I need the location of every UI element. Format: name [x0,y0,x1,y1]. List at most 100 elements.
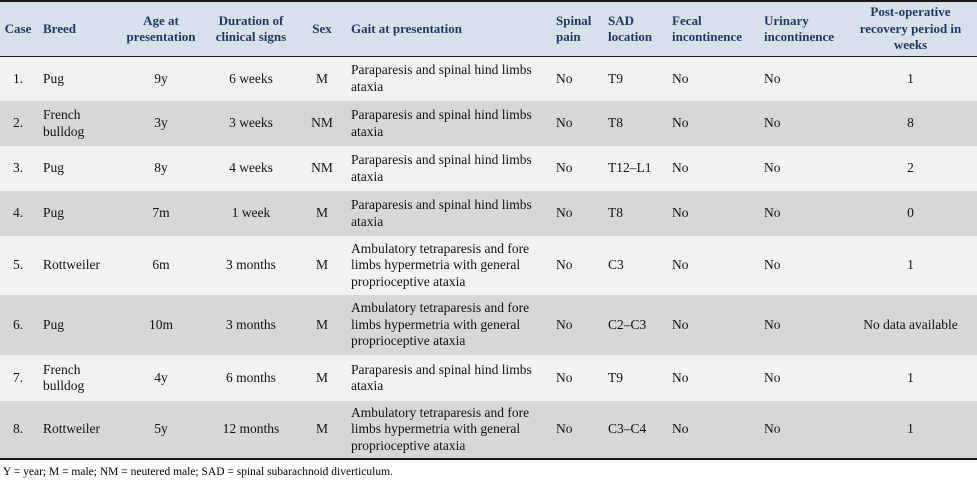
cell-case: 8. [12,421,24,437]
cell-sad: T8 [608,205,623,221]
column-header-urinary: Urinary incontinence [764,12,835,44]
cell-age: 5y [154,421,168,437]
cell-sex: M [315,70,328,86]
column-header-fecal: Fecal incontinence [672,12,743,44]
cell-fecal: No [672,316,689,332]
cell-spinal: No [556,369,573,385]
column-header-duration: Duration of clinical signs [215,12,287,44]
cell-breed: Pug [43,205,65,221]
cell-recovery: 1 [907,257,914,273]
header-row: Case Breed Age at presentation Duration … [0,1,977,56]
cell-duration: 6 months [226,369,276,385]
cell-urinary: No [764,115,781,131]
table-row: 2. French bulldog 3y 3 weeks NM Parapare… [0,101,977,146]
cell-sad: T12–L1 [608,160,652,176]
cell-age: 4y [154,369,168,385]
table-row: 7. French bulldog 4y 6 months M Parapare… [0,355,977,401]
table-row: 5. Rottweiler 6m 3 months M Ambulatory t… [0,236,977,295]
cell-fecal: No [672,70,689,86]
cell-case: 6. [12,316,24,332]
cell-recovery: 1 [907,421,914,437]
cell-duration: 3 months [226,257,276,273]
cell-sex: NM [311,160,333,176]
cell-spinal: No [556,257,573,273]
cell-breed: French bulldog [43,361,85,393]
cell-gait: Paraparesis and spinal hind limbs ataxia [351,197,532,229]
cell-gait: Ambulatory tetraparesis and fore limbs h… [351,240,530,289]
cell-breed: Pug [43,316,65,332]
cell-case: 7. [12,369,24,385]
footnote: Y = year; M = male; NM = neutered male; … [3,466,393,478]
cell-fecal: No [672,115,689,131]
table-row: 6. Pug 10m 3 months M Ambulatory tetrapa… [0,295,977,355]
column-header-case: Case [4,20,32,36]
cell-sex: M [315,316,328,332]
cell-case: 2. [12,115,24,131]
cell-recovery: 1 [907,369,914,385]
column-header-age: Age at presentation [126,12,196,44]
table-row: 8. Rottweiler 5y 12 months M Ambulatory … [0,401,977,459]
column-header-sad: SAD location [608,12,653,44]
cell-breed: Rottweiler [43,257,100,273]
cell-spinal: No [556,421,573,437]
cell-fecal: No [672,421,689,437]
cell-urinary: No [764,421,781,437]
cell-breed: Pug [43,70,65,86]
cell-spinal: No [556,205,573,221]
cell-urinary: No [764,257,781,273]
cell-age: 10m [148,316,173,332]
cell-case: 1. [12,70,24,86]
cell-case: 4. [12,205,24,221]
cell-age: 8y [154,160,168,176]
cell-duration: 6 weeks [229,70,273,86]
cell-urinary: No [764,70,781,86]
cell-recovery: No data available [863,316,958,332]
table-row: 3. Pug 8y 4 weeks NM Paraparesis and spi… [0,146,977,191]
cell-case: 5. [12,257,24,273]
cell-duration: 4 weeks [229,160,273,176]
cell-gait: Ambulatory tetraparesis and fore limbs h… [351,300,530,349]
cell-age: 7m [152,205,170,221]
cell-spinal: No [556,70,573,86]
cell-fecal: No [672,257,689,273]
cell-spinal: No [556,160,573,176]
cell-fecal: No [672,160,689,176]
cell-gait: Paraparesis and spinal hind limbs ataxia [351,107,532,139]
cell-breed: Pug [43,160,65,176]
cell-age: 3y [154,115,168,131]
table-row: 4. Pug 7m 1 week M Paraparesis and spina… [0,191,977,236]
cell-recovery: 1 [907,70,914,86]
cell-sad: T9 [608,369,623,385]
cell-sad: C3 [608,257,624,273]
cell-sex: M [315,369,328,385]
cell-duration: 3 months [226,316,276,332]
cell-case: 3. [12,160,24,176]
case-table: Case Breed Age at presentation Duration … [0,0,977,460]
cell-recovery: 2 [907,160,914,176]
column-header-recovery: Post-operative recovery period in weeks [859,4,962,52]
cell-recovery: 8 [907,115,914,131]
cell-gait: Paraparesis and spinal hind limbs ataxia [351,361,532,393]
cell-age: 9y [154,70,168,86]
cell-breed: Rottweiler [43,421,100,437]
cell-urinary: No [764,369,781,385]
column-header-gait: Gait at presentation [351,20,462,36]
cell-sad: T8 [608,115,623,131]
cell-fecal: No [672,205,689,221]
cell-breed: French bulldog [43,107,85,139]
cell-gait: Paraparesis and spinal hind limbs ataxia [351,152,532,184]
cell-urinary: No [764,160,781,176]
column-header-sex: Sex [312,20,332,36]
cell-gait: Ambulatory tetraparesis and fore limbs h… [351,404,530,453]
cell-sad: T9 [608,70,623,86]
cell-duration: 12 months [222,421,280,437]
cell-age: 6m [152,257,170,273]
cell-urinary: No [764,316,781,332]
cell-sad: C2–C3 [608,316,647,332]
cell-sad: C3–C4 [608,421,647,437]
cell-duration: 3 weeks [229,115,273,131]
cell-sex: NM [311,115,333,131]
cell-fecal: No [672,369,689,385]
cell-sex: M [315,421,328,437]
cell-sex: M [315,205,328,221]
